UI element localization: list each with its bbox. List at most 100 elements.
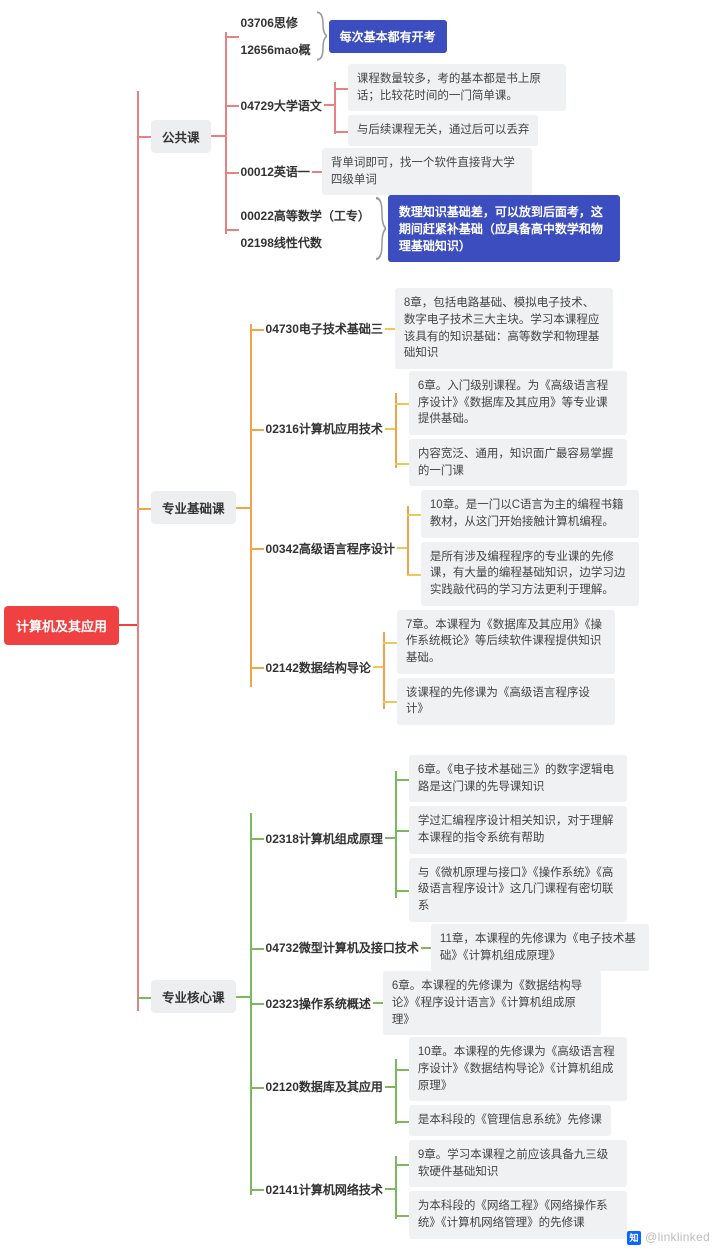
course-node: 02120数据库及其应用 — [264, 1074, 385, 1099]
note-node: 课程数量较多，考的基本都是书上原话；比较花时间的一门简单课。 — [348, 64, 566, 111]
conn — [385, 328, 395, 330]
mindmap-root-row: 计算机及其应用 公共课 03706思修 12656 — [4, 10, 716, 1241]
note-node: 与后续课程无关，通过后可以丢弃 — [348, 115, 539, 146]
category-node: 专业核心课 — [151, 980, 236, 1013]
conn — [421, 947, 431, 949]
brace-icon — [374, 195, 386, 262]
note-node: 10章。是一门以C语言为主的编程书籍教材，从这门开始接触计算机编程。 — [421, 490, 639, 537]
note-row: 课程数量较多，考的基本都是书上原话；比较花时间的一门简单课。 — [348, 64, 566, 111]
note-node: 为本科段的《网络工程》《网络操作系统》《计算机网络管理》的先修课 — [409, 1191, 627, 1238]
conn — [385, 428, 395, 430]
cat-fork: 03706思修 12656mao概 每次基本都有开考 04729大学语文 — [225, 10, 620, 262]
conn — [312, 171, 322, 173]
note-row: 9章。学习本课程之前应该具备九三级软硬件基础知识 — [409, 1140, 627, 1187]
course-node: 02316计算机应用技术 — [264, 416, 385, 441]
note-node: 6章。《电子技术基础三》的数字逻辑电路是这门课的先导课知识 — [409, 755, 627, 802]
conn — [385, 1086, 395, 1088]
conn — [385, 1188, 395, 1190]
fork-bar — [395, 369, 409, 488]
course-row: 02141计算机网络技术 9章。学习本课程之前应该具备九三级软硬件基础知识 为本… — [264, 1138, 649, 1241]
course-row: 00342高级语言程序设计 10章。是一门以C语言为主的编程书籍教材，从这门开始… — [264, 488, 639, 607]
category-row: 公共课 03706思修 12656mao概 — [151, 10, 649, 262]
note-node: 11章，本课程的先修课为《电子技术基础》《计算机组成原理》 — [431, 924, 649, 971]
conn — [373, 666, 383, 668]
fork-bar — [250, 288, 264, 727]
note-node: 学过汇编程序设计相关知识，对于理解本课程的指令系统有帮助 — [409, 806, 627, 853]
watermark: 知 @linklinked — [627, 1230, 710, 1245]
course-node: 02142数据结构导论 — [264, 655, 373, 680]
course-row: 04729大学语文 课程数量较多，考的基本都是书上原话；比较花时间的一门简单课。… — [239, 62, 620, 148]
course-node: 02318计算机组成原理 — [264, 826, 385, 851]
course-row: 02323操作系统概述 6章。本课程的先修课为《数据结构导论》《程序设计语言》《… — [264, 971, 649, 1035]
fork-bar — [383, 608, 397, 727]
course-row: 04732微型计算机及接口技术 11章，本课程的先修课为《电子技术基础》《计算机… — [264, 924, 649, 971]
course-group-row: 03706思修 12656mao概 每次基本都有开考 — [239, 10, 620, 62]
note-row: 内容宽泛、通用，知识面广最容易掌握的一门课 — [409, 439, 627, 486]
note-row: 6章。《电子技术基础三》的数字逻辑电路是这门课的先导课知识 — [409, 755, 627, 802]
course-row: 02120数据库及其应用 10章。本课程的先修课为《高级语言程序设计》《数据结构… — [264, 1035, 649, 1138]
course-node: 04730电子技术基础三 — [264, 316, 385, 341]
cat-connector — [236, 507, 250, 509]
course-node: 12656mao概 — [239, 37, 313, 62]
course-node: 02198线性代数 — [239, 230, 372, 255]
conn — [385, 837, 395, 839]
note-node: 背单词即可，找一个软件直接背大学四级单词 — [322, 148, 532, 195]
course-row: 04730电子技术基础三 8章，包括电路基础、模拟电子技术、数字电子技术三大主块… — [264, 288, 639, 369]
course-row: 02318计算机组成原理 6章。《电子技术基础三》的数字逻辑电路是这门课的先导课… — [264, 753, 649, 924]
course-node: 02141计算机网络技术 — [264, 1177, 385, 1202]
note-node: 8章，包括电路基础、模拟电子技术、数字电子技术三大主块。学习本课程应该具有的知识… — [395, 288, 613, 369]
note-row: 与《微机原理与接口》《操作系统》《高级语言程序设计》这几门课程有密切联系 — [409, 858, 627, 922]
course-node: 04729大学语文 — [239, 93, 324, 118]
note-node: 是所有涉及编程程序的专业课的先修课，有大量的编程基础知识，边学习边实践敲代码的学… — [421, 542, 639, 606]
note-row: 与后续课程无关，通过后可以丢弃 — [348, 115, 566, 146]
note-row: 学过汇编程序设计相关知识，对于理解本课程的指令系统有帮助 — [409, 806, 627, 853]
root-connector — [119, 624, 137, 626]
note-row: 6章。入门级别课程。为《高级语言程序设计》《数据库及其应用》等专业课提供基础。 — [409, 371, 627, 435]
note-row: 是本科段的《管理信息系统》先修课 — [409, 1105, 627, 1136]
course-row: 00012英语一 背单词即可，找一个软件直接背大学四级单词 — [239, 148, 620, 195]
brace-icon — [315, 10, 327, 62]
course-node: 00022高等数学（工专） — [239, 203, 372, 228]
watermark-text: @linklinked — [645, 1230, 710, 1244]
category-node: 专业基础课 — [151, 491, 236, 524]
note-node: 6章。入门级别课程。为《高级语言程序设计》《数据库及其应用》等专业课提供基础。 — [409, 371, 627, 435]
course-node: 02323操作系统概述 — [264, 991, 373, 1016]
course-node: 00012英语一 — [239, 159, 312, 184]
conn — [324, 104, 334, 106]
note-node: 7章。本课程为《数据库及其应用》《操作系统概论》等后续软件课程提供知识基础。 — [397, 610, 615, 674]
note-node: 内容宽泛、通用，知识面广最容易掌握的一门课 — [409, 439, 627, 486]
fork-bar — [395, 1138, 409, 1241]
fork-bar — [225, 10, 239, 262]
conn — [373, 1002, 383, 1004]
course-node: 00342高级语言程序设计 — [264, 536, 397, 561]
fork-bar — [407, 488, 421, 607]
category-node: 公共课 — [151, 120, 211, 153]
note-row: 10章。本课程的先修课为《高级语言程序设计》《数据结构导论》《计算机组成原理》 — [409, 1037, 627, 1101]
cat-connector — [211, 135, 225, 137]
fork-bar — [250, 753, 264, 1240]
root-children: 公共课 03706思修 12656mao概 — [151, 10, 649, 1241]
category-row: 专业基础课 04730电子技术基础三 8章，包括电路基础、模拟电子技术、数字电子… — [151, 288, 649, 727]
zhihu-icon: 知 — [627, 1231, 641, 1245]
root-node: 计算机及其应用 — [4, 606, 119, 645]
note-row: 7章。本课程为《数据库及其应用》《操作系统概论》等后续软件课程提供知识基础。 — [397, 610, 615, 674]
fork-bar — [334, 62, 348, 148]
note-row: 该课程的先修课为《高级语言程序设计》 — [397, 678, 615, 725]
cat-connector — [236, 996, 250, 998]
course-node: 03706思修 — [239, 10, 313, 35]
note-node: 9章。学习本课程之前应该具备九三级软硬件基础知识 — [409, 1140, 627, 1187]
note-node: 10章。本课程的先修课为《高级语言程序设计》《数据结构导论》《计算机组成原理》 — [409, 1037, 627, 1101]
note-row: 是所有涉及编程程序的专业课的先修课，有大量的编程基础知识，边学习边实践敲代码的学… — [421, 542, 639, 606]
note-node: 该课程的先修课为《高级语言程序设计》 — [397, 678, 615, 725]
note-blue: 每次基本都有开考 — [329, 20, 447, 53]
course-row: 02316计算机应用技术 6章。入门级别课程。为《高级语言程序设计》《数据库及其… — [264, 369, 639, 488]
note-node: 是本科段的《管理信息系统》先修课 — [409, 1105, 611, 1136]
category-row: 专业核心课 02318计算机组成原理 6章。《电子技术基础三》的数字逻辑电路是这… — [151, 753, 649, 1240]
note-row: 10章。是一门以C语言为主的编程书籍教材，从这门开始接触计算机编程。 — [421, 490, 639, 537]
note-row: 为本科段的《网络工程》《网络操作系统》《计算机网络管理》的先修课 — [409, 1191, 627, 1238]
root-fork: 公共课 03706思修 12656mao概 — [137, 10, 649, 1241]
cat-children: 03706思修 12656mao概 每次基本都有开考 04729大学语文 — [239, 10, 620, 262]
course-node: 04732微型计算机及接口技术 — [264, 935, 421, 960]
course-row: 02142数据结构导论 7章。本课程为《数据库及其应用》《操作系统概论》等后续软… — [264, 608, 639, 727]
conn — [397, 547, 407, 549]
